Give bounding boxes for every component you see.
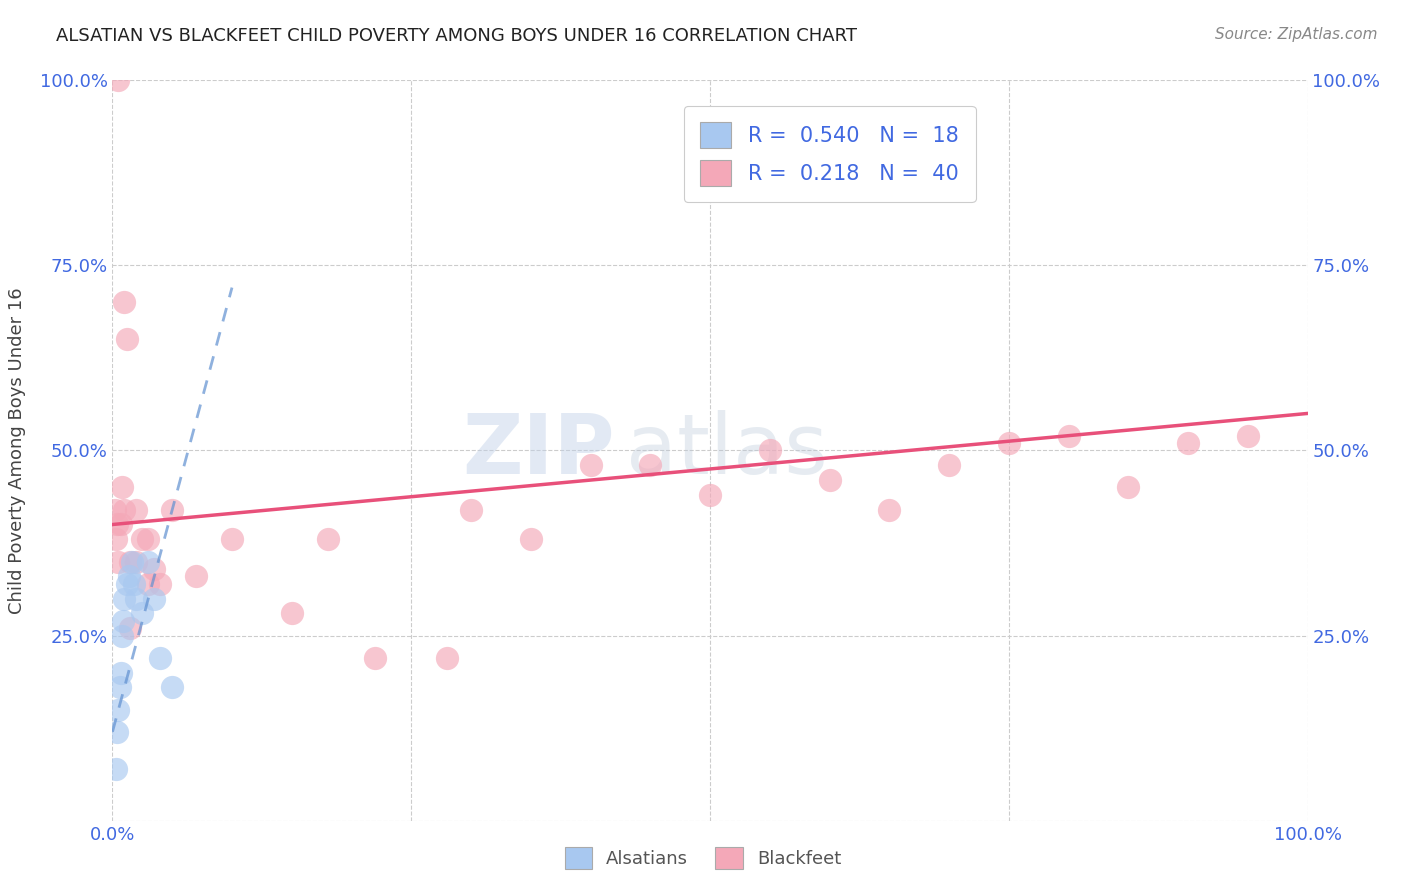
Point (105, 724, 128, 739)
Text: Source: ZipAtlas.com: Source: ZipAtlas.com (1215, 27, 1378, 42)
Point (221, 533, 243, 547)
Point (281, 607, 304, 621)
Point (879, 502, 901, 516)
Point (131, 607, 153, 621)
Point (115, 333, 138, 347)
Point (699, 488, 721, 502)
Point (118, 569, 141, 583)
Point (105, 762, 128, 776)
Point (186, 569, 208, 583)
Point (143, 562, 166, 576)
Point (1237, 428, 1260, 442)
Text: ALSATIAN VS BLACKFEET CHILD POVERTY AMONG BOYS UNDER 16 CORRELATION CHART: ALSATIAN VS BLACKFEET CHILD POVERTY AMON… (56, 27, 858, 45)
Point (131, 533, 153, 547)
Point (460, 502, 482, 516)
Point (125, 502, 148, 516)
Point (316, 533, 339, 547)
Point (149, 650, 172, 665)
Point (364, 650, 387, 665)
Point (759, 443, 782, 458)
Legend: R =  0.540   N =  18, R =  0.218   N =  40: R = 0.540 N = 18, R = 0.218 N = 40 (683, 105, 976, 202)
Point (818, 473, 841, 487)
Point (104, 502, 127, 516)
Point (998, 436, 1021, 450)
Point (640, 458, 662, 473)
Point (938, 458, 960, 473)
Point (107, 73, 129, 87)
Point (138, 555, 160, 569)
Text: ZIP: ZIP (463, 410, 614, 491)
Point (162, 502, 183, 516)
Point (149, 576, 172, 591)
Point (579, 458, 602, 473)
Point (138, 533, 160, 547)
Point (121, 555, 143, 569)
Legend: Alsatians, Blackfeet: Alsatians, Blackfeet (555, 838, 851, 879)
Point (162, 681, 183, 695)
Point (138, 576, 160, 591)
Point (125, 591, 148, 606)
Point (114, 502, 135, 516)
Point (1118, 481, 1140, 495)
Point (107, 555, 129, 569)
Point (1177, 436, 1199, 450)
Point (110, 517, 132, 532)
Point (107, 703, 129, 717)
Y-axis label: Child Poverty Among Boys Under 16: Child Poverty Among Boys Under 16 (7, 287, 25, 614)
Point (143, 591, 166, 606)
Point (114, 295, 135, 310)
Point (125, 555, 148, 569)
Point (1057, 428, 1080, 442)
Point (115, 576, 138, 591)
Point (105, 517, 128, 532)
Point (112, 614, 135, 628)
Text: atlas: atlas (627, 410, 828, 491)
Point (520, 533, 543, 547)
Point (120, 621, 142, 635)
Point (120, 555, 142, 569)
Point (111, 628, 134, 642)
Point (105, 533, 128, 547)
Point (111, 481, 134, 495)
Point (110, 665, 132, 680)
Point (436, 650, 458, 665)
Point (114, 591, 135, 606)
Point (122, 576, 145, 591)
Point (108, 681, 131, 695)
